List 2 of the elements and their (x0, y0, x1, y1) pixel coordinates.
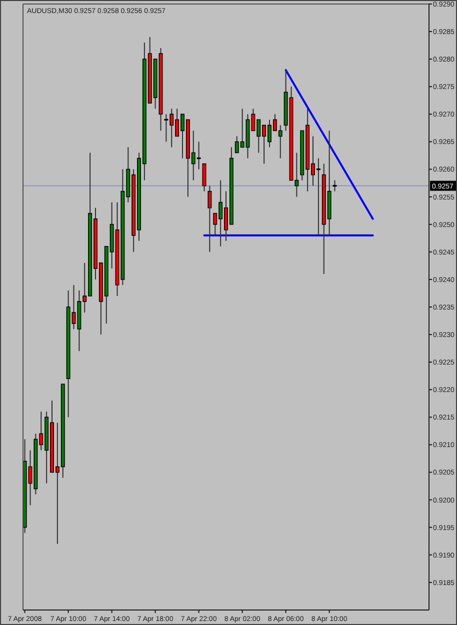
candlestick (332, 180, 337, 192)
candlestick (208, 185, 212, 252)
